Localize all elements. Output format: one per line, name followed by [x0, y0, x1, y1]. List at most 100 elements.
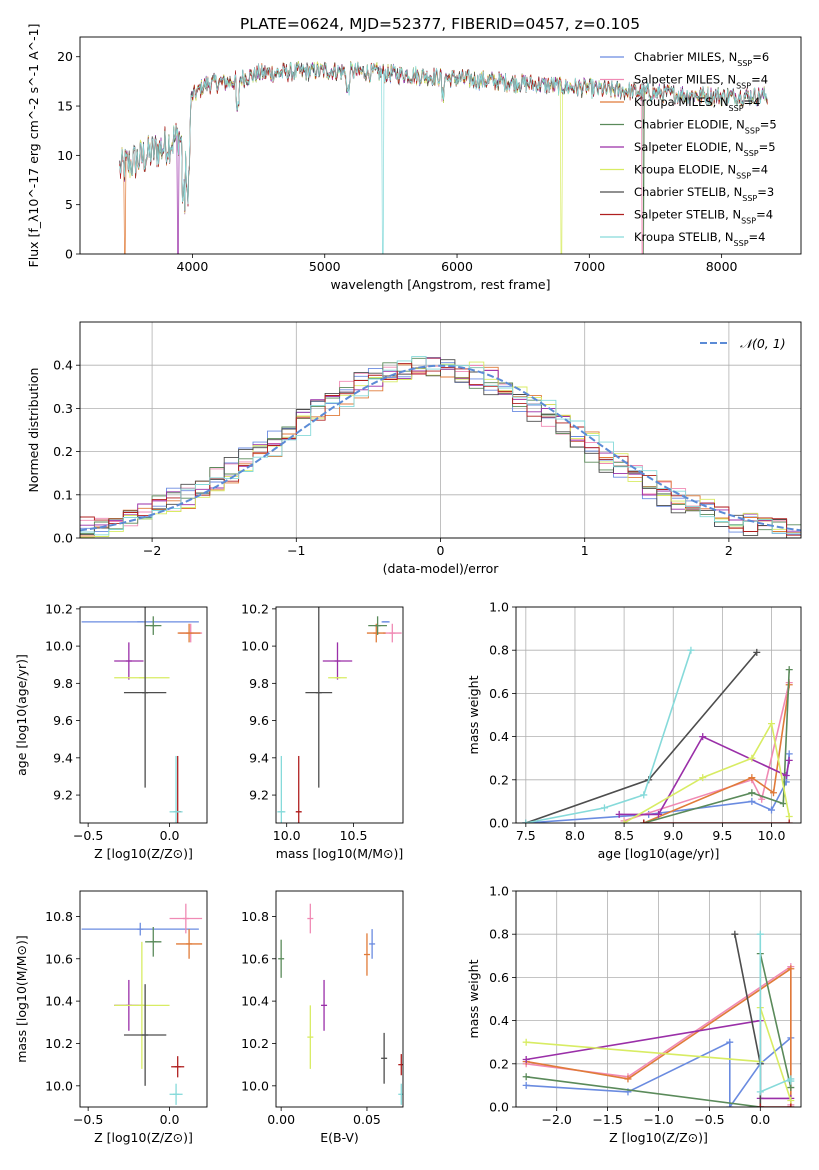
- x-tick-label: 9.0: [663, 828, 683, 843]
- y-axis-label: mass weight: [466, 959, 481, 1038]
- legend-label: Salpeter ELODIE, NSSP=5: [634, 140, 776, 158]
- weight-marker: [522, 1055, 530, 1063]
- x-tick-label: 10.5: [340, 828, 368, 843]
- x-tick-label: 0: [437, 543, 445, 558]
- error-bar-point: [366, 623, 386, 643]
- axes-frame: [79, 36, 802, 255]
- y-tick-label: 9.2: [53, 788, 73, 803]
- error-bar-point: [307, 903, 314, 934]
- y-tick-label: 0.0: [489, 816, 509, 831]
- error-bar-point: [114, 941, 170, 1069]
- x-tick-label: 0.0: [160, 828, 180, 843]
- weight-line: [526, 1037, 792, 1107]
- panel-spectrum: 4000 5000 6000 7000 8000 0 5 10 15 20 wavelength […: [26, 24, 802, 292]
- y-axis-label: Normed distribution: [26, 368, 41, 493]
- y-tick-label: 10.2: [45, 1036, 73, 1051]
- x-axis-label: mass [log10(M/M⊙)]: [276, 846, 404, 861]
- legend-label: Salpeter MILES, NSSP=4: [634, 73, 768, 91]
- y-tick-label: 10: [57, 148, 73, 163]
- x-tick-label: 0.00: [267, 1112, 295, 1127]
- x-tick-label: 6000: [441, 259, 473, 274]
- plot-area: [277, 607, 402, 823]
- weight-marker: [787, 1077, 795, 1085]
- y-tick-label: 0.2: [489, 772, 509, 787]
- error-bar-point: [381, 1032, 388, 1084]
- x-axis-label: wavelength [Angstrom, rest frame]: [330, 277, 550, 292]
- weight-marker: [787, 1097, 795, 1105]
- legend: Chabrier MILES, NSSP=6 Salpeter MILES, NS…: [600, 50, 777, 248]
- y-tick-label: 15: [57, 99, 73, 114]
- weight-marker: [785, 756, 793, 764]
- weight-marker: [640, 819, 648, 823]
- error-bar-point: [307, 1005, 314, 1069]
- y-tick-label: 1.0: [489, 884, 509, 899]
- panel-residual_histogram: −2 −1 0 1 2 0.0 0.1 0.2 0.3 0.4 (data-model)/error…: [26, 321, 802, 576]
- axes-frame: [79, 321, 802, 539]
- axes-frame: [515, 890, 802, 1108]
- x-tick-label: 0.0: [160, 1112, 180, 1127]
- y-tick-label: 10.4: [241, 994, 269, 1009]
- y-tick-label: 0.8: [489, 927, 509, 942]
- weight-marker: [624, 1075, 632, 1083]
- legend-label: Chabrier STELIB, NSSP=3: [634, 185, 774, 203]
- weight-line: [525, 649, 692, 823]
- weight-line: [643, 684, 790, 823]
- weight-marker: [522, 819, 530, 823]
- axes-frame: [515, 606, 802, 824]
- error-bar-point: [363, 933, 370, 976]
- y-tick-label: 9.2: [249, 788, 269, 803]
- weight-marker: [699, 774, 707, 782]
- error-bar-point: [145, 927, 162, 957]
- y-tick-label: 10.6: [241, 951, 269, 966]
- error-bar-point: [123, 984, 167, 1086]
- y-tick-label: 0: [65, 247, 73, 262]
- y-tick-label: 0.8: [489, 643, 509, 658]
- weight-marker: [785, 666, 793, 674]
- x-tick-label: 4000: [177, 259, 209, 274]
- axes-frame: [79, 606, 208, 824]
- y-tick-label: 10.2: [241, 1036, 269, 1051]
- x-tick-label: −0.5: [73, 828, 103, 843]
- y-axis-label: Flux [f_λ10^-17 erg cm^-2 s^-1 A^-1]: [26, 24, 41, 268]
- y-tick-label: 1.0: [489, 600, 509, 615]
- error-bar-point: [145, 616, 162, 635]
- weight-marker: [748, 774, 756, 782]
- plot-area: [522, 930, 795, 1107]
- x-tick-label: −2: [143, 543, 161, 558]
- error-bar-point: [171, 1056, 185, 1078]
- gaussian-curve: [80, 364, 801, 532]
- y-tick-label: 5: [65, 197, 73, 212]
- error-bar-point: [177, 623, 201, 643]
- plot-area: [81, 903, 203, 1105]
- y-tick-label: 10.0: [45, 639, 73, 654]
- spectrum-line: [119, 61, 768, 254]
- x-tick-label: 10.0: [758, 828, 786, 843]
- weight-marker: [748, 797, 756, 805]
- legend-label: Kroupa MILES, NSSP=4: [634, 95, 760, 113]
- axes-frame: [79, 890, 208, 1108]
- panel-age_vs_Z: −0.5 0.0 9.2 9.4 9.6 9.8 10.0 10.2 Z [log10(Z/Z⊙…: [14, 601, 208, 861]
- y-tick-label: 0.4: [489, 1013, 509, 1028]
- weight-line: [619, 735, 790, 816]
- error-bar-point: [278, 939, 285, 978]
- error-bar-point: [81, 922, 199, 936]
- weight-marker: [748, 789, 756, 797]
- y-tick-label: 0.3: [53, 401, 73, 416]
- error-bar-point: [169, 1083, 183, 1105]
- error-bar-point: [169, 903, 203, 934]
- weight-marker: [640, 791, 648, 799]
- weight-marker: [753, 648, 761, 656]
- x-tick-label: −0.5: [73, 1112, 103, 1127]
- error-bar-point: [322, 642, 353, 680]
- error-bar-point: [398, 1083, 403, 1105]
- weight-line: [525, 753, 790, 823]
- panel-mass_vs_EBV: 0.00 0.05 10.0 10.2 10.4 10.6 10.8 E(B-V): [241, 890, 404, 1145]
- y-tick-label: 10.0: [45, 1078, 73, 1093]
- y-tick-label: 0.4: [489, 729, 509, 744]
- legend-label: Kroupa STELIB, NSSP=4: [634, 230, 765, 248]
- x-tick-label: 10.0: [273, 828, 301, 843]
- y-tick-label: 0.0: [53, 531, 73, 546]
- panel-mass_weight_vs_age: 7.5 8.0 8.5 9.0 9.5 10.0 0.0 0.2 0.4 0.6 0.8 1.0 age…: [466, 600, 802, 861]
- x-tick-label: 0.05: [353, 1112, 381, 1127]
